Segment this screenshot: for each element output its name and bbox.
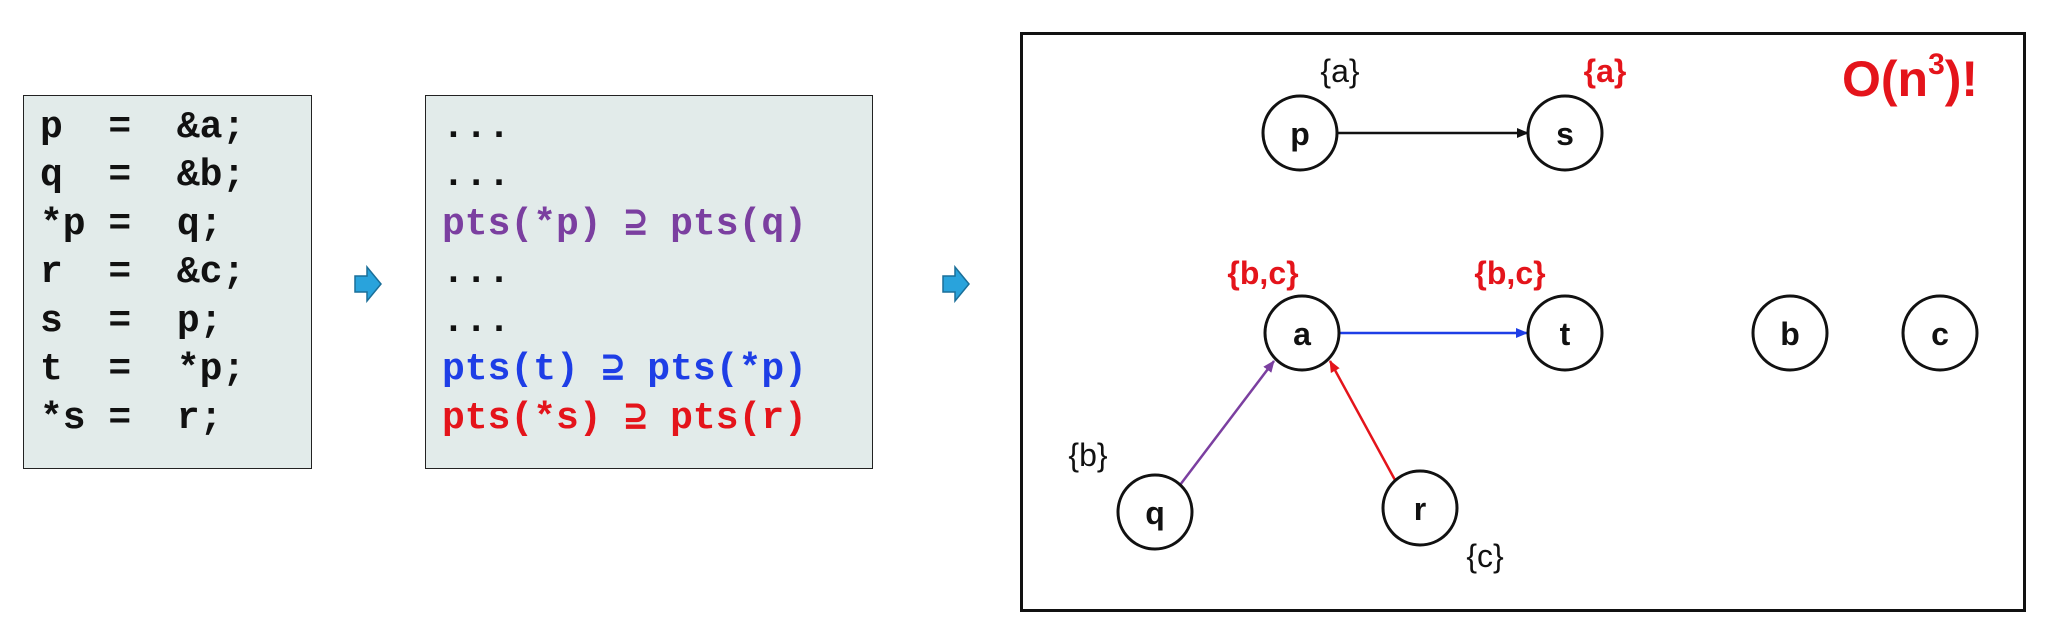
code-line: *s = r;	[40, 397, 223, 440]
code-line: r = &c;	[40, 251, 246, 294]
set-label-p: {a}	[1320, 53, 1359, 89]
code-line: t = *p;	[40, 348, 246, 391]
node-a: a	[1263, 294, 1341, 372]
code-line: q = &b;	[40, 154, 246, 197]
constraint-line: ...	[442, 300, 511, 343]
right-arrow-icon	[942, 265, 970, 303]
constraint-line: pts(*s) ⊇ pts(r)	[442, 397, 807, 440]
code-line: *p = q;	[40, 203, 223, 246]
node-s: s	[1526, 94, 1604, 172]
node-q: q	[1116, 473, 1194, 551]
constraint-line: ...	[442, 154, 511, 197]
node-label: s	[1556, 116, 1574, 152]
edge-q-a	[1179, 360, 1275, 486]
constraint-line: pts(t) ⊇ pts(*p)	[442, 348, 807, 391]
edge-r-a	[1328, 360, 1397, 481]
set-label-s: {a}	[1584, 53, 1627, 89]
node-b: b	[1751, 294, 1829, 372]
set-label-a: {b,c}	[1227, 255, 1298, 291]
node-label: t	[1560, 316, 1571, 352]
code-line: p = &a;	[40, 106, 246, 149]
node-label: c	[1931, 316, 1949, 352]
complexity-label: O(n3)!	[1842, 48, 1978, 108]
code-line: s = p;	[40, 300, 223, 343]
node-p: p	[1261, 94, 1339, 172]
constraint-line: pts(*p) ⊇ pts(q)	[442, 203, 807, 246]
constraints-box: ... ... pts(*p) ⊇ pts(q) ... ... pts(t) …	[425, 95, 873, 469]
node-label: p	[1290, 116, 1310, 152]
node-t: t	[1526, 294, 1604, 372]
complexity-prefix: O(n	[1842, 51, 1929, 107]
constraint-line: ...	[442, 106, 511, 149]
source-code-box: p = &a; q = &b; *p = q; r = &c; s = p; t…	[23, 95, 312, 469]
node-label: b	[1780, 316, 1800, 352]
set-label-t: {b,c}	[1474, 255, 1545, 291]
node-label: q	[1145, 495, 1165, 531]
node-label: a	[1293, 316, 1311, 352]
set-label-r: {c}	[1466, 538, 1504, 574]
complexity-exponent: 3	[1928, 48, 1945, 81]
constraint-graph-frame	[1020, 32, 2026, 612]
complexity-suffix: )!	[1944, 51, 1979, 107]
node-c: c	[1901, 294, 1979, 372]
set-label-q: {b}	[1068, 437, 1107, 473]
node-label: r	[1414, 491, 1426, 527]
constraint-line: ...	[442, 251, 511, 294]
right-arrow-icon	[354, 265, 382, 303]
node-r: r	[1381, 469, 1459, 547]
